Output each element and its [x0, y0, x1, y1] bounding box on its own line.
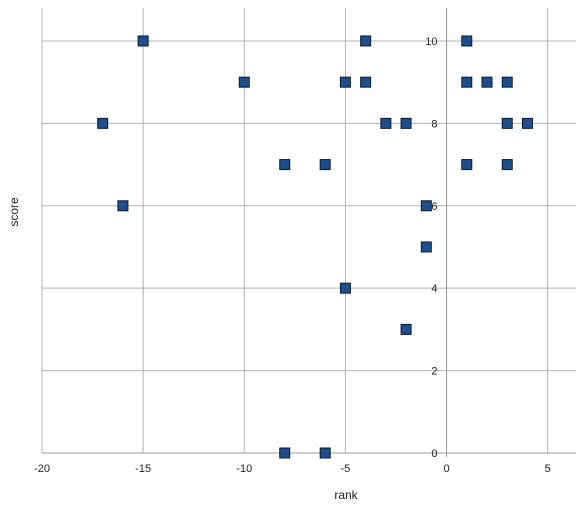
y-tick-label: 0: [431, 448, 437, 460]
x-tick-label: -15: [135, 463, 151, 475]
data-point: [461, 76, 473, 88]
data-point: [420, 200, 432, 212]
data-point: [319, 159, 331, 171]
x-axis-tick-labels: -20 -15 -10 -5 0 5: [34, 463, 551, 475]
data-point: [360, 76, 372, 88]
y-tick-label: 6: [431, 201, 437, 213]
data-point: [501, 117, 513, 129]
data-point: [319, 447, 331, 459]
data-point: [400, 117, 412, 129]
data-point: [380, 117, 392, 129]
data-points: [97, 35, 533, 459]
data-point: [339, 282, 351, 294]
y-tick-label: 4: [431, 283, 437, 295]
x-axis-title: rank: [334, 488, 358, 502]
data-point: [420, 241, 432, 253]
data-point: [461, 35, 473, 47]
y-tick-label: 2: [431, 366, 437, 378]
x-tick-label: -5: [341, 463, 351, 475]
data-point: [97, 117, 109, 129]
x-tick-label: -10: [236, 463, 252, 475]
data-point: [501, 159, 513, 171]
data-point: [117, 200, 129, 212]
x-tick-label: 5: [545, 463, 551, 475]
y-tick-label: 10: [425, 36, 437, 48]
data-point: [360, 35, 372, 47]
data-point: [279, 447, 291, 459]
y-axis-title: score: [7, 197, 21, 227]
data-point: [137, 35, 149, 47]
data-point: [238, 76, 250, 88]
data-point: [481, 76, 493, 88]
x-tick-label: -20: [34, 463, 50, 475]
y-tick-label: 8: [431, 118, 437, 130]
data-point: [501, 76, 513, 88]
data-point: [521, 117, 533, 129]
y-axis-tick-labels: 0 2 4 6 8 10: [425, 36, 437, 460]
grid-lines: [41, 8, 576, 457]
data-point: [339, 76, 351, 88]
x-tick-label: 0: [443, 463, 449, 475]
data-point: [279, 159, 291, 171]
data-point: [461, 159, 473, 171]
data-point: [400, 323, 412, 335]
